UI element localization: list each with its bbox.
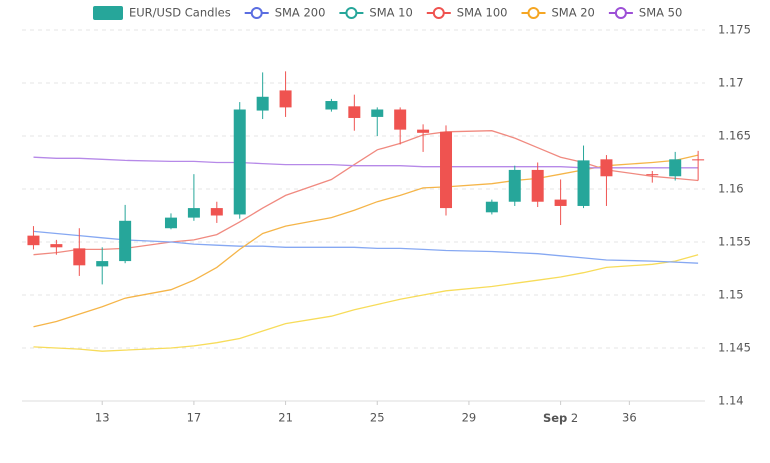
legend-icon-marker [432,7,445,19]
sma-line [33,230,699,264]
x-tick-label: 21 [278,411,293,425]
sma-line [33,154,699,328]
candle-body [27,235,40,246]
x-tick-label: 36 [622,411,637,425]
sma-line [33,130,699,256]
candle-body [50,244,63,248]
y-tick-label: 1.17 [718,76,744,90]
legend-label: SMA 20 [552,6,595,20]
legend-icon-marker [345,7,358,19]
candle-body [485,201,498,213]
candle-body [600,159,613,177]
sma-line [33,156,699,169]
legend-label: SMA 10 [369,6,412,20]
legend-swatch [93,6,123,20]
x-tick-label: 29 [462,411,477,425]
candle-body [187,208,200,218]
legend-label: SMA 50 [639,6,682,20]
candle-body [233,109,246,215]
legend-label: EUR/USD Candles [129,6,231,20]
candle-body [164,217,177,229]
y-tick-label: 1.175 [718,23,751,37]
x-tick-label: 25 [370,411,385,425]
candle-body [96,261,109,267]
candle-body [508,169,521,202]
candle-body [348,106,361,118]
candle-body [119,220,132,262]
y-tick-label: 1.16 [718,182,744,196]
candle-body [417,129,430,133]
candle-body [692,159,705,161]
candle-body [371,109,384,117]
candle-body [554,199,567,206]
y-tick-label: 1.165 [718,129,751,143]
candle-body [669,159,682,177]
legend-icon-marker [614,7,627,19]
legend-icon-marker [527,7,540,19]
sma-line [33,254,699,352]
x-tick-label: 13 [95,411,110,425]
candle-body [256,96,269,111]
candle-body [210,208,223,216]
legend-icon-marker [250,7,263,19]
legend-label: SMA 100 [457,6,508,20]
y-tick-label: 1.15 [718,288,744,302]
y-tick-label: 1.145 [718,341,751,355]
candle-body [394,109,407,130]
y-tick-label: 1.155 [718,235,751,249]
candle-body [440,131,453,209]
candle-body [577,160,590,206]
x-tick-label: 17 [187,411,202,425]
legend: EUR/USD Candles SMA 200 SMA 10 SMA 100 SMA 2… [93,6,682,20]
legend-label: SMA 200 [275,6,326,20]
candle-body [73,248,86,266]
x-tick-label: Sep 2 [543,411,578,425]
candle-body [325,101,338,110]
candle-body [646,174,659,176]
candle-body [531,169,544,202]
y-tick-label: 1.14 [718,394,744,408]
candle-body [279,90,292,108]
